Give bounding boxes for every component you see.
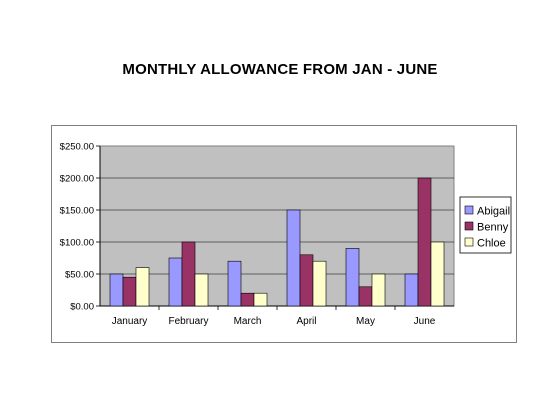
bar-chloe-june [430,241,445,307]
bar-chloe-february [194,273,209,307]
legend-label-abigail: Abigail [477,206,510,218]
bar-chloe-may [371,273,386,307]
legend-swatch-abigail [464,205,474,215]
bar-benny-june [417,177,432,307]
bar-benny-april [299,254,314,307]
bar-chloe-january [135,267,150,307]
plot-area [99,145,455,307]
chart-title: MONTHLY ALLOWANCE FROM JAN - JUNE [122,61,438,78]
legend-label-chloe: Chloe [477,238,506,250]
bar-benny-february [181,241,196,307]
chart-area: $0.00 $50.00 $100.00 $150.00 $200.00 $250.00 J… [51,125,517,343]
bar-chloe-april [312,260,327,307]
bar-abigail-february [168,257,183,307]
bar-abigail-april [286,209,301,307]
y-tick-label: $100.00 [60,238,94,249]
bar-chloe-march [253,292,268,307]
y-tick-label: $50.00 [65,270,94,281]
legend-label-benny: Benny [477,222,509,234]
x-tick-label: May [356,316,375,327]
y-tick-label: $250.00 [60,142,94,153]
x-tick-label: March [234,316,262,327]
y-tick-label: $0.00 [70,302,94,313]
x-tick-label: June [414,316,436,327]
x-tick-label: January [112,316,148,327]
bar-chart: $0.00 $50.00 $100.00 $150.00 $200.00 $250.00 J… [60,142,512,327]
x-tick-label: April [296,316,316,327]
bar-abigail-march [227,260,242,307]
y-tick-label: $200.00 [60,174,94,185]
y-tick-label: $150.00 [60,206,94,217]
bar-abigail-may [345,248,360,307]
legend-swatch-benny [464,221,474,231]
bar-benny-january [122,276,137,307]
legend-swatch-chloe [464,237,474,247]
x-tick-label: February [168,316,208,327]
bar-benny-march [240,292,255,307]
bar-abigail-january [109,273,124,307]
bar-abigail-june [404,273,419,307]
bar-benny-may [358,286,373,307]
